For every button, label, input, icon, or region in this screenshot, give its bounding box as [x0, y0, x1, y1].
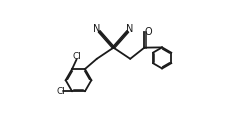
- Text: N: N: [93, 24, 101, 34]
- Text: Cl: Cl: [73, 52, 82, 61]
- Text: O: O: [144, 27, 152, 37]
- Text: N: N: [126, 24, 134, 34]
- Text: Cl: Cl: [56, 87, 65, 96]
